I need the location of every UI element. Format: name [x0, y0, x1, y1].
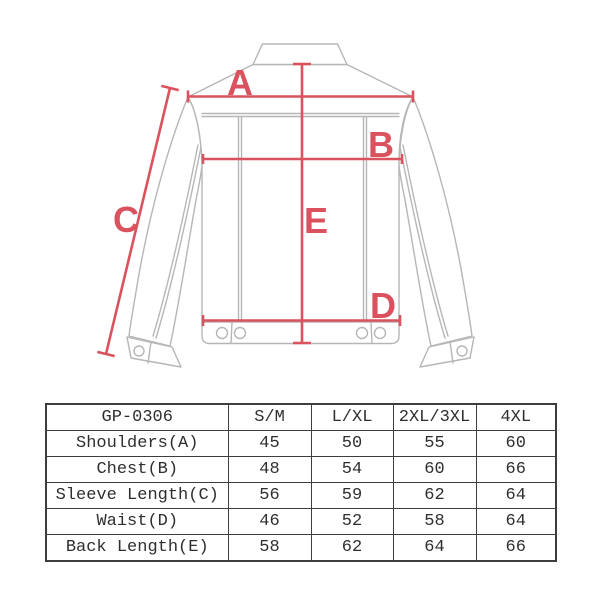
size-cell: 60 — [475, 430, 557, 457]
size-cell: 66 — [475, 534, 557, 562]
measurement-label-cell: Shoulders(A) — [45, 430, 229, 457]
measure-label-c: C — [113, 199, 139, 240]
size-table-header-row: GP-0306 S/M L/XL 2XL/3XL 4XL — [45, 403, 557, 431]
size-cell: 59 — [310, 482, 394, 509]
measure-label-b: B — [368, 124, 394, 165]
measure-a: A — [186, 62, 415, 103]
size-cell: 64 — [392, 534, 477, 562]
measurement-label-cell: Waist(D) — [45, 508, 229, 535]
size-cell: 50 — [310, 430, 394, 457]
jacket-collar — [252, 43, 348, 66]
measure-label-a: A — [227, 62, 253, 103]
measurement-label-cell: Chest(B) — [45, 456, 229, 483]
size-cell: 48 — [227, 456, 312, 483]
left-sleeve — [128, 96, 203, 347]
measure-b: B — [201, 124, 404, 165]
measure-e: E — [293, 62, 328, 345]
button — [215, 326, 229, 340]
product-code-cell: GP-0306 — [45, 403, 229, 431]
button — [355, 326, 369, 340]
size-col-header: 2XL/3XL — [392, 403, 477, 431]
size-cell: 52 — [310, 508, 394, 535]
right-sleeve-seam — [399, 144, 449, 339]
size-table: GP-0306 S/M L/XL 2XL/3XL 4XL Shoulders(A… — [45, 403, 557, 562]
hem-tab-seam-left — [230, 321, 233, 344]
size-row: Waist(D) 46 52 58 64 — [45, 508, 557, 535]
hem-tab-seam-right — [370, 321, 373, 344]
size-row: Chest(B) 48 54 60 66 — [45, 456, 557, 483]
left-cuff-seam — [147, 341, 152, 364]
size-col-header: S/M — [227, 403, 312, 431]
size-row: Sleeve Length(C) 56 59 62 64 — [45, 482, 557, 509]
size-cell: 58 — [227, 534, 312, 562]
size-row: Back Length(E) 58 62 64 66 — [45, 534, 557, 562]
size-cell: 54 — [310, 456, 394, 483]
measurement-lines: A B C D — [96, 62, 415, 358]
size-cell: 66 — [475, 456, 557, 483]
size-cell: 45 — [227, 430, 312, 457]
size-cell: 46 — [227, 508, 312, 535]
button — [456, 345, 468, 357]
size-cell: 64 — [475, 508, 557, 535]
right-cuff-seam — [449, 341, 454, 364]
size-row: Shoulders(A) 45 50 55 60 — [45, 430, 557, 457]
right-cuff — [419, 336, 475, 368]
measure-label-d: D — [370, 285, 396, 326]
measure-label-e: E — [304, 200, 328, 241]
size-cell: 60 — [392, 456, 477, 483]
size-cell: 64 — [475, 482, 557, 509]
measurement-label-cell: Sleeve Length(C) — [45, 482, 229, 509]
size-cell: 55 — [392, 430, 477, 457]
left-cuff — [126, 336, 182, 368]
back-seams — [237, 116, 368, 323]
jacket-diagram: A B C D — [96, 43, 475, 368]
button — [233, 326, 247, 340]
size-col-header: L/XL — [310, 403, 394, 431]
size-cell: 58 — [392, 508, 477, 535]
hem-buttons — [215, 326, 387, 340]
jacket-outline — [126, 43, 475, 368]
measure-c: C — [96, 84, 180, 358]
size-col-header: 4XL — [475, 403, 557, 431]
size-cell: 56 — [227, 482, 312, 509]
size-cell: 62 — [310, 534, 394, 562]
button — [133, 345, 145, 357]
button — [373, 326, 387, 340]
measurement-label-cell: Back Length(E) — [45, 534, 229, 562]
left-sleeve-seam — [152, 144, 202, 339]
right-sleeve — [398, 96, 473, 347]
size-cell: 62 — [392, 482, 477, 509]
